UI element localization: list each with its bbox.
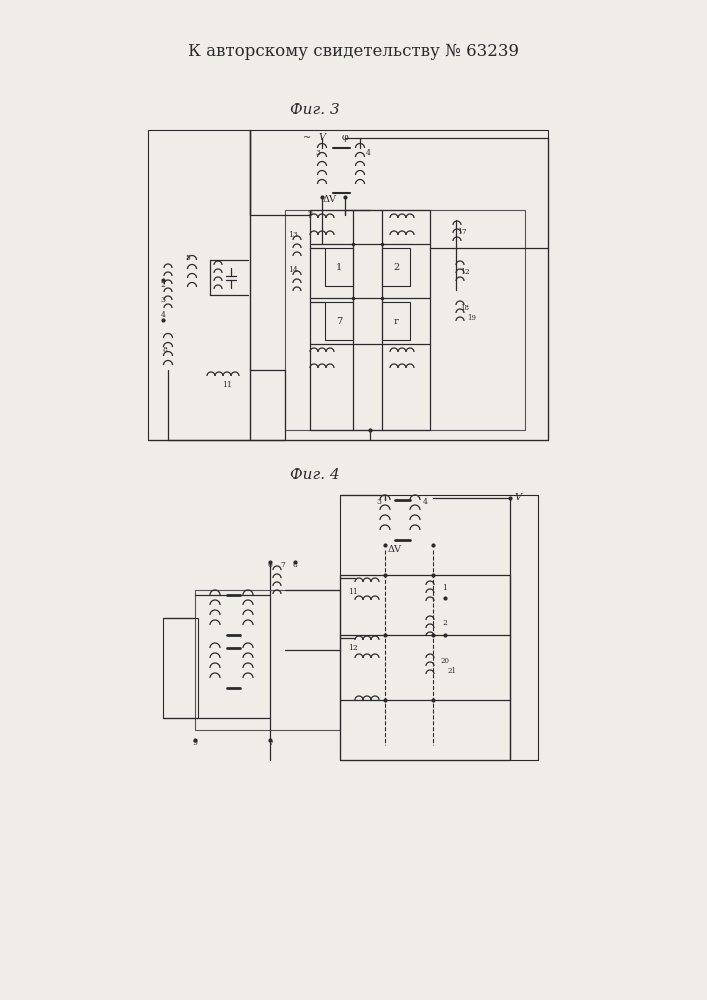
Bar [382, 302, 410, 340]
Text: 11: 11 [348, 588, 358, 596]
Bar [325, 248, 353, 286]
Text: 3: 3 [160, 296, 165, 304]
Bar [340, 495, 538, 760]
Text: Фиг. 4: Фиг. 4 [290, 468, 340, 482]
Text: К авторскому свидетельству № 63239: К авторскому свидетельству № 63239 [187, 43, 518, 60]
Text: 2: 2 [160, 281, 165, 289]
Text: 4: 4 [160, 311, 165, 319]
Text: 8: 8 [163, 346, 168, 354]
Text: 11: 11 [222, 381, 232, 389]
Text: 1: 1 [443, 584, 448, 592]
Text: 12: 12 [348, 644, 358, 652]
Text: 1: 1 [336, 262, 342, 271]
Text: 18: 18 [460, 304, 469, 312]
Text: 9: 9 [192, 739, 197, 747]
Bar [195, 590, 340, 730]
Bar [382, 248, 410, 286]
Text: 4: 4 [366, 149, 370, 157]
Text: 9: 9 [308, 209, 312, 217]
Text: V: V [515, 493, 522, 502]
Text: 6: 6 [267, 561, 272, 569]
Text: v: v [268, 739, 272, 747]
Text: 5: 5 [185, 254, 190, 262]
Text: 2: 2 [393, 262, 399, 271]
Bar [148, 130, 548, 440]
Text: ~: ~ [303, 133, 311, 142]
Text: ΔV: ΔV [323, 196, 337, 205]
Bar [163, 618, 198, 718]
Text: φ: φ [341, 133, 349, 142]
Text: 7: 7 [336, 316, 342, 326]
Text: ΔV: ΔV [388, 546, 402, 554]
Text: 4: 4 [423, 498, 428, 506]
Text: 3: 3 [315, 149, 320, 157]
Text: 19: 19 [467, 314, 477, 322]
Text: 20: 20 [440, 657, 450, 665]
Text: 13: 13 [288, 231, 298, 239]
Text: Фиг. 3: Фиг. 3 [290, 103, 340, 117]
Text: 8: 8 [293, 561, 298, 569]
Text: r: r [394, 316, 398, 326]
Bar [325, 302, 353, 340]
Text: 14: 14 [288, 266, 298, 274]
Text: 12: 12 [460, 268, 470, 276]
Text: 17: 17 [457, 228, 467, 236]
Text: V: V [318, 133, 325, 142]
Bar [285, 210, 525, 430]
Text: 21: 21 [448, 667, 457, 675]
Text: 7: 7 [281, 561, 286, 569]
Text: 3: 3 [377, 498, 382, 506]
Text: 2: 2 [443, 619, 448, 627]
